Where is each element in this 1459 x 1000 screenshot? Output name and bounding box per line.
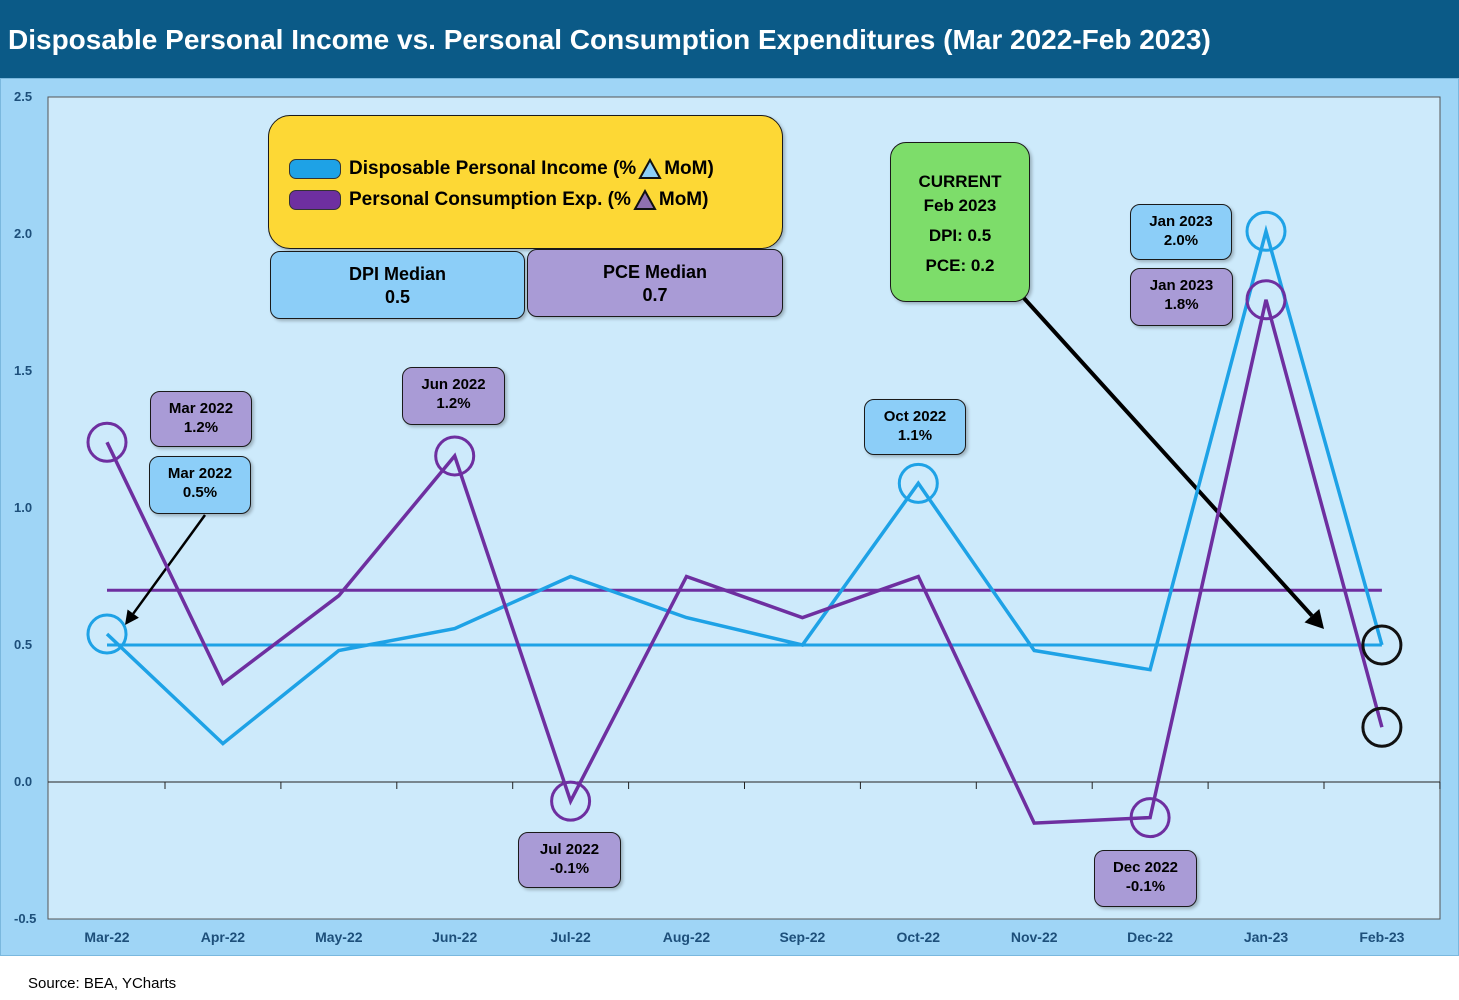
chart-title: Disposable Personal Income vs. Personal … xyxy=(8,24,1211,55)
legend-dpi-label: Disposable Personal Income (% xyxy=(349,158,637,179)
annotation-pce-dec-2022: Dec 2022 -0.1% xyxy=(1094,850,1197,907)
annotation-value: 1.1% xyxy=(897,427,933,444)
title-bar: Disposable Personal Income vs. Personal … xyxy=(0,0,1459,78)
dpi-callout-arrow xyxy=(125,514,207,625)
legend-pce-label: Personal Consumption Exp. (% xyxy=(349,189,631,210)
y-tick-label: 2.5 xyxy=(14,89,32,104)
legend-box: Disposable Personal Income (% MoM) Perso… xyxy=(268,115,783,249)
dpi-median-box: DPI Median 0.5 xyxy=(270,251,525,319)
x-tick-label: Jun-22 xyxy=(432,929,477,945)
x-tick-label: Mar-22 xyxy=(84,929,129,945)
annotation-pce-jan-2023: Jan 2023 1.8% xyxy=(1130,268,1233,326)
pce-highlight-marker xyxy=(86,421,128,463)
current-heading: CURRENT xyxy=(918,172,1002,191)
dpi-median-label: DPI Median xyxy=(348,264,446,284)
current-dpi-marker xyxy=(1361,624,1403,666)
legend-pce-mom: MoM) xyxy=(658,189,709,210)
pce-median-value: 0.7 xyxy=(642,285,668,305)
delta-icon xyxy=(638,158,662,179)
y-tick-label: -0.5 xyxy=(14,911,36,926)
dpi-highlight-marker xyxy=(86,613,128,655)
delta-icon xyxy=(633,189,657,210)
source-note: Source: BEA, YCharts xyxy=(28,975,177,992)
annotation-dpi-jan-2023: Jan 2023 2.0% xyxy=(1130,204,1232,260)
annotation-value: 1.2% xyxy=(183,419,219,436)
annotation-pce-jul-2022: Jul 2022 -0.1% xyxy=(518,832,621,888)
arrow-head xyxy=(125,609,139,625)
pce-highlight-marker xyxy=(1129,797,1171,839)
current-box: CURRENT Feb 2023 DPI: 0.5 PCE: 0.2 xyxy=(890,142,1030,302)
pce-median-box: PCE Median 0.7 xyxy=(527,249,783,317)
x-tick-label: Jul-22 xyxy=(550,929,591,945)
annotation-value: 2.0% xyxy=(1163,232,1199,249)
x-tick-label: Sep-22 xyxy=(779,929,825,945)
pce-highlight-marker xyxy=(434,435,476,477)
y-tick-label: 1.0 xyxy=(14,500,32,515)
x-tick-label: Jan-23 xyxy=(1244,929,1289,945)
arrow-shaft xyxy=(1020,294,1314,618)
legend-item-dpi: Disposable Personal Income (% MoM) xyxy=(289,156,714,182)
annotation-value: -0.1% xyxy=(1125,878,1166,895)
dpi-median-value: 0.5 xyxy=(384,287,411,307)
pce-swatch xyxy=(289,190,341,210)
x-tick-label: Aug-22 xyxy=(663,929,711,945)
annotation-date: Jun 2022 xyxy=(421,376,486,393)
current-callout-arrow xyxy=(1020,294,1324,629)
x-tick-label: Feb-23 xyxy=(1359,929,1404,945)
annotation-date: Oct 2022 xyxy=(883,408,947,425)
annotation-pce-mar-2022: Mar 2022 1.2% xyxy=(150,391,252,447)
dpi-highlight-marker xyxy=(897,462,939,504)
annotation-date: Mar 2022 xyxy=(168,400,234,417)
y-tick-label: 1.5 xyxy=(14,363,32,378)
annotation-dpi-oct-2022: Oct 2022 1.1% xyxy=(864,399,966,455)
y-tick-label: 2.0 xyxy=(14,226,32,241)
annotation-pce-jun-2022: Jun 2022 1.2% xyxy=(402,367,505,425)
pce-highlight-marker xyxy=(1245,279,1287,321)
arrow-head xyxy=(1304,608,1324,629)
current-date: Feb 2023 xyxy=(923,196,997,215)
x-tick-label: Dec-22 xyxy=(1127,929,1173,945)
current-dpi: DPI: 0.5 xyxy=(928,226,992,245)
dpi-highlight-marker xyxy=(1245,210,1287,252)
pce-series-line xyxy=(105,299,1384,825)
annotation-dpi-mar-2022: Mar 2022 0.5% xyxy=(149,456,251,514)
pce-median-label: PCE Median xyxy=(602,262,708,282)
x-tick-label: Apr-22 xyxy=(201,929,246,945)
annotation-date: Dec 2022 xyxy=(1112,859,1179,876)
annotation-date: Jan 2023 xyxy=(1149,277,1214,294)
annotation-date: Jul 2022 xyxy=(539,841,600,858)
x-tick-label: Oct-22 xyxy=(897,929,941,945)
current-pce: PCE: 0.2 xyxy=(925,256,995,275)
dpi-series-line xyxy=(105,224,1384,746)
annotation-value: -0.1% xyxy=(549,860,590,877)
x-tick-label: Nov-22 xyxy=(1011,929,1058,945)
annotation-value: 1.2% xyxy=(436,395,471,412)
pce-highlight-marker xyxy=(550,780,592,822)
y-tick-label: 0.0 xyxy=(14,774,32,789)
current-pce-marker xyxy=(1361,706,1403,748)
legend-item-pce: Personal Consumption Exp. (% MoM) xyxy=(289,187,708,213)
y-tick-label: 0.5 xyxy=(14,637,32,652)
annotation-date: Jan 2023 xyxy=(1149,213,1213,230)
x-tick-label: May-22 xyxy=(315,929,363,945)
annotation-date: Mar 2022 xyxy=(167,465,233,482)
arrow-shaft xyxy=(132,514,207,615)
annotation-value: 0.5% xyxy=(182,484,218,501)
dpi-swatch xyxy=(289,159,341,179)
annotation-value: 1.8% xyxy=(1164,296,1199,313)
legend-dpi-mom: MoM) xyxy=(664,158,714,179)
